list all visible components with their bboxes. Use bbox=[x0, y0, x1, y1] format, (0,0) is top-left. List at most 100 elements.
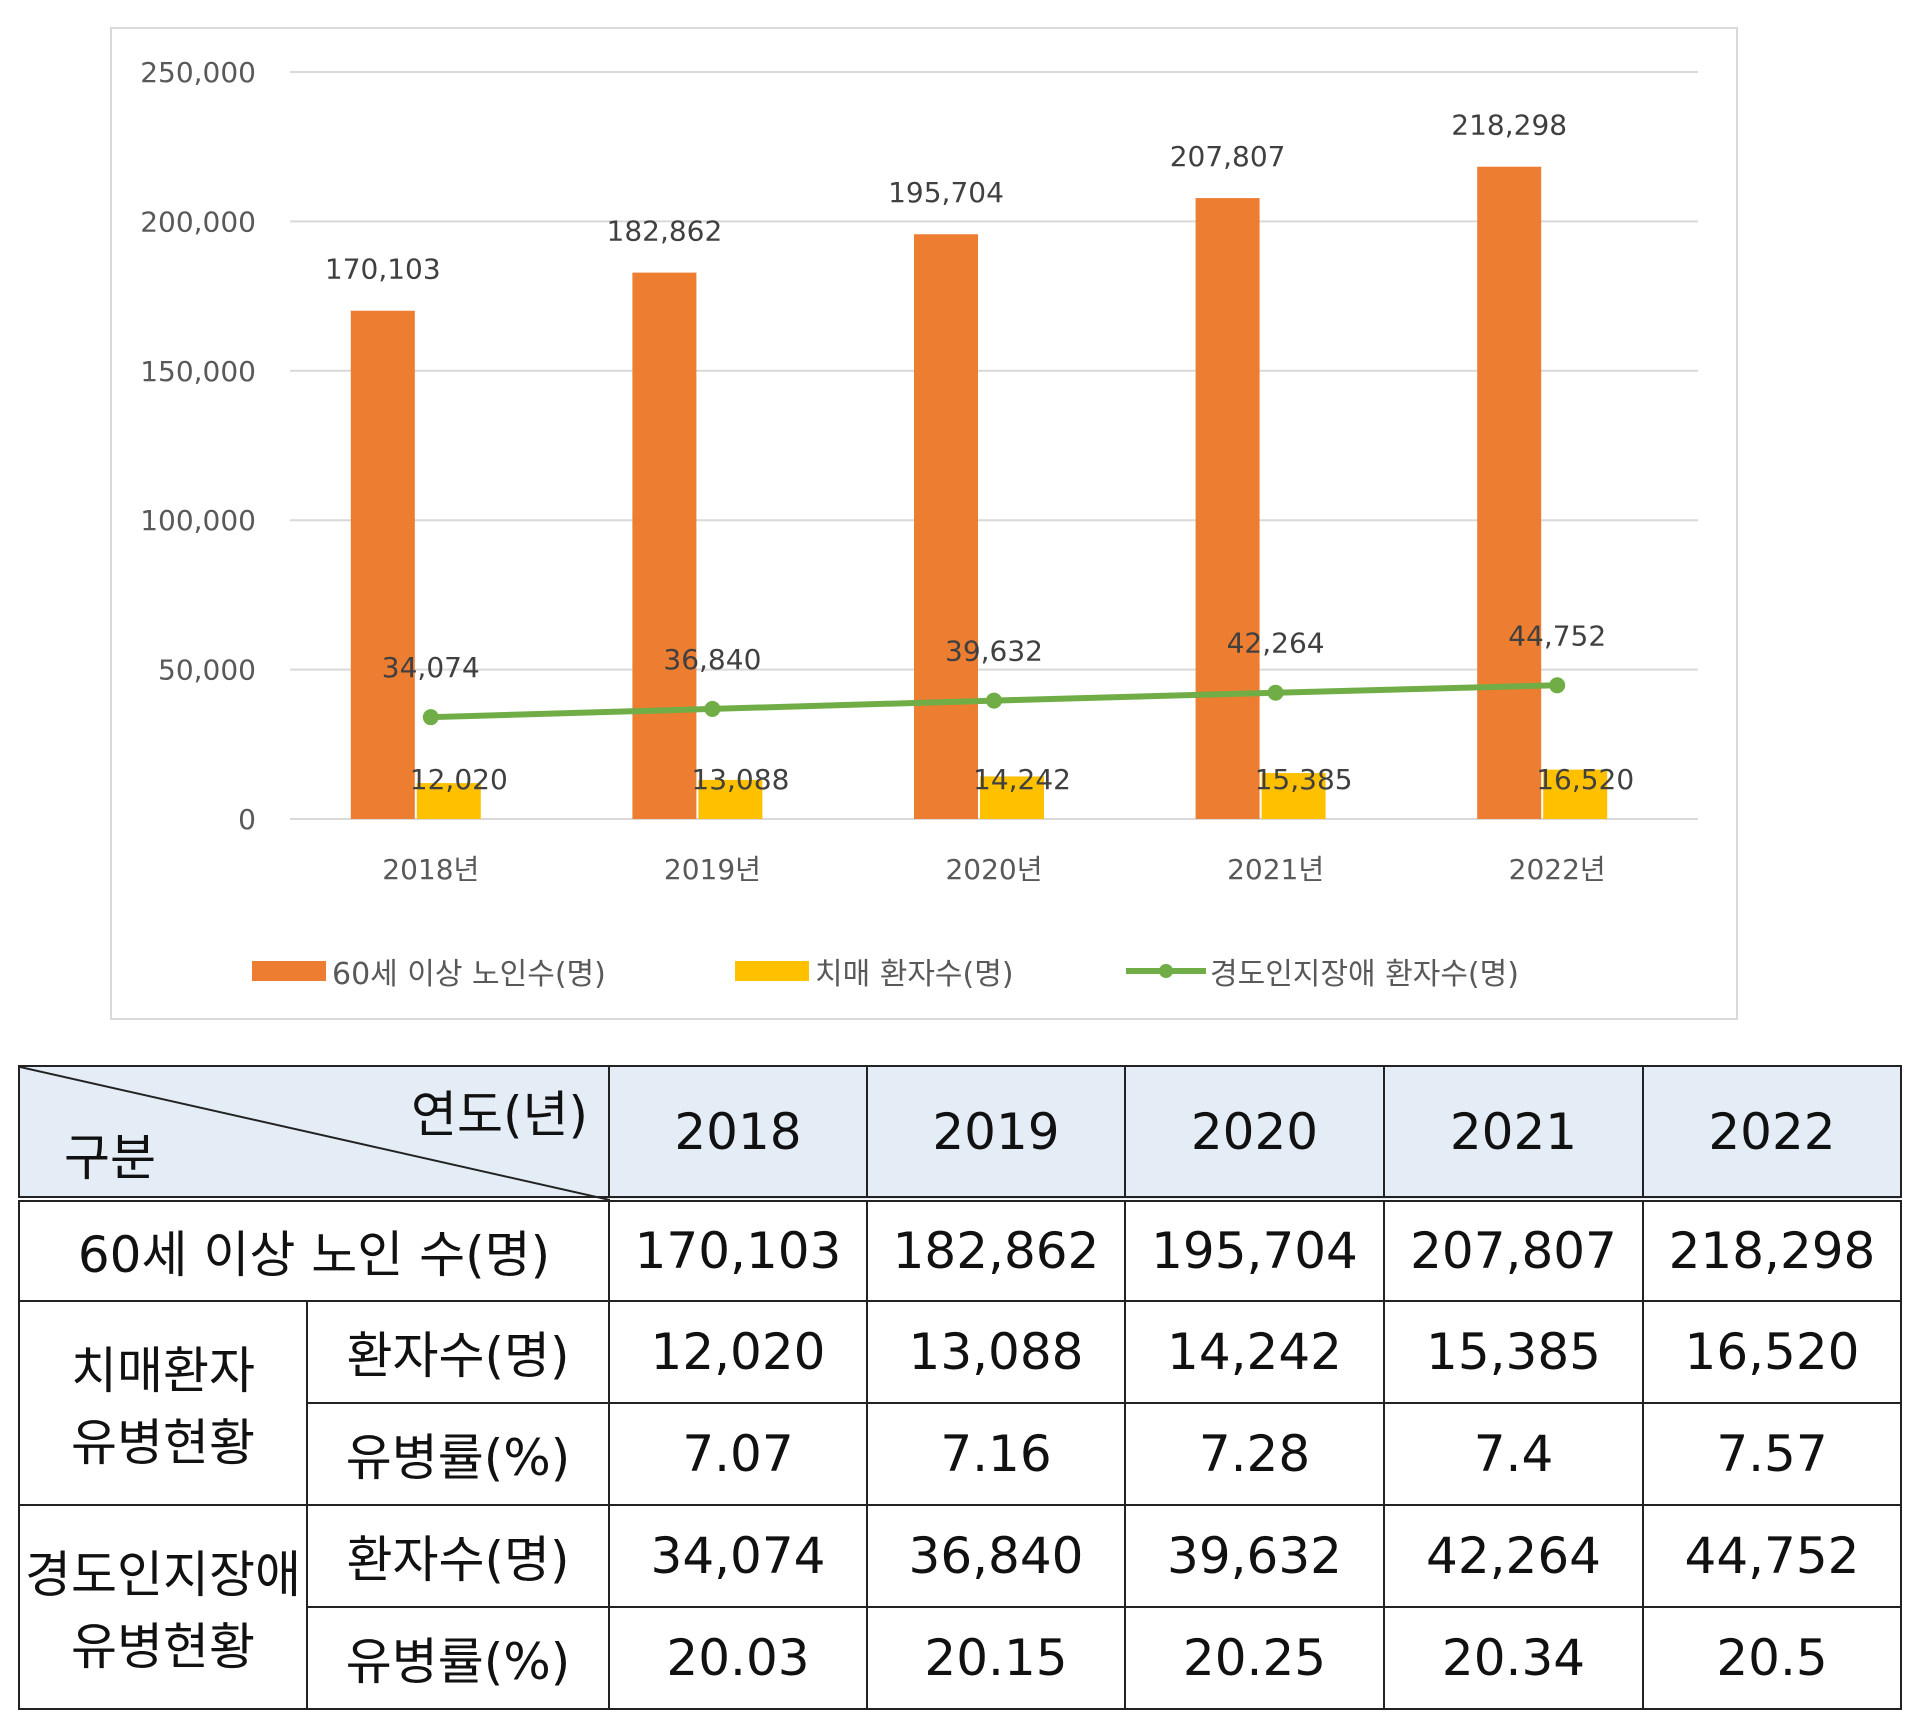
bar-elderly bbox=[350, 310, 415, 819]
cell: 16,520 bbox=[1642, 1300, 1902, 1404]
cell: 39,632 bbox=[1124, 1504, 1385, 1608]
data-label: 34,074 bbox=[382, 651, 480, 684]
cell: 13,088 bbox=[866, 1300, 1126, 1404]
year-header: 2018 bbox=[608, 1065, 868, 1202]
legend-swatch bbox=[252, 961, 326, 981]
legend-item-elderly: 60세 이상 노인수(명) bbox=[252, 949, 606, 993]
table-row: 유병률(%) 7.07 7.16 7.28 7.4 7.57 bbox=[19, 1402, 1902, 1506]
cell: 20.5 bbox=[1642, 1606, 1902, 1710]
line-point bbox=[1549, 677, 1566, 694]
cell: 7.07 bbox=[608, 1402, 868, 1506]
cell: 20.25 bbox=[1124, 1606, 1385, 1710]
x-tick-label: 2022년 bbox=[1509, 853, 1606, 886]
cell: 20.15 bbox=[866, 1606, 1126, 1710]
group-label-line: 유병현황 bbox=[71, 1414, 255, 1472]
cell: 14,242 bbox=[1124, 1300, 1385, 1404]
legend-label: 경도인지장애 환자수(명) bbox=[1210, 957, 1519, 992]
data-label: 170,103 bbox=[325, 253, 441, 286]
cell: 20.34 bbox=[1383, 1606, 1644, 1710]
bar-dementia bbox=[416, 783, 481, 819]
row-label: 60세 이상 노인 수(명) bbox=[18, 1198, 610, 1302]
x-tick-label: 2019년 bbox=[664, 853, 761, 886]
data-label: 13,088 bbox=[691, 763, 789, 796]
x-tick-label: 2020년 bbox=[945, 853, 1042, 886]
cell: 182,862 bbox=[866, 1198, 1126, 1302]
line-point bbox=[422, 709, 439, 726]
legend-line-marker bbox=[1126, 964, 1206, 978]
year-header: 2022 bbox=[1642, 1065, 1902, 1202]
bar-dementia bbox=[1543, 769, 1608, 819]
data-label: 12,020 bbox=[410, 763, 508, 796]
corner-category-label: 구분 bbox=[64, 1129, 156, 1187]
group-label-line: 유병현황 bbox=[71, 1618, 255, 1676]
year-header: 2020 bbox=[1124, 1065, 1385, 1202]
cell: 7.28 bbox=[1124, 1402, 1385, 1506]
data-label: 195,704 bbox=[888, 176, 1004, 209]
row-label: 유병률(%) bbox=[306, 1402, 610, 1506]
chart: 0 50,000 100,000 150,000 200,000 250,000 2018년… bbox=[110, 27, 1738, 1020]
cell: 15,385 bbox=[1383, 1300, 1644, 1404]
table-row: 유병률(%) 20.03 20.15 20.25 20.34 20.5 bbox=[19, 1606, 1902, 1710]
data-label: 15,385 bbox=[1255, 763, 1353, 796]
legend-swatch bbox=[735, 961, 809, 981]
cell: 44,752 bbox=[1642, 1504, 1902, 1608]
cell: 195,704 bbox=[1124, 1198, 1385, 1302]
bar-elderly bbox=[632, 272, 697, 819]
data-label: 44,752 bbox=[1508, 619, 1606, 652]
group-label-line: 치매환자 bbox=[71, 1342, 255, 1400]
data-label: 39,632 bbox=[945, 635, 1043, 668]
cell: 7.4 bbox=[1383, 1402, 1644, 1506]
data-label: 36,840 bbox=[663, 643, 761, 676]
table-row: 60세 이상 노인 수(명) 170,103 182,862 195,704 2… bbox=[18, 1198, 1902, 1302]
data-label: 207,807 bbox=[1170, 140, 1286, 173]
chart-plot: 0 50,000 100,000 150,000 200,000 250,000 2018년… bbox=[140, 56, 1698, 886]
data-label: 14,242 bbox=[973, 763, 1071, 796]
cell: 34,074 bbox=[608, 1504, 868, 1608]
y-tick-label: 0 bbox=[238, 803, 256, 836]
data-label: 42,264 bbox=[1227, 627, 1325, 660]
cell: 20.03 bbox=[608, 1606, 868, 1710]
cell: 7.57 bbox=[1642, 1402, 1902, 1506]
cell: 218,298 bbox=[1642, 1198, 1902, 1302]
bar-elderly bbox=[1477, 166, 1542, 819]
group-label-line: 경도인지장애 bbox=[25, 1546, 301, 1604]
year-header: 2019 bbox=[866, 1065, 1126, 1202]
y-tick-label: 100,000 bbox=[140, 504, 256, 537]
cell: 12,020 bbox=[608, 1300, 868, 1404]
bar-dementia bbox=[980, 776, 1044, 819]
bar-dementia bbox=[698, 779, 763, 819]
corner-cell: 연도(년) 구분 bbox=[18, 1065, 610, 1202]
cell: 7.16 bbox=[866, 1402, 1126, 1506]
line-point bbox=[986, 692, 1002, 709]
legend-item-dementia: 치매 환자수(명) bbox=[735, 949, 1014, 993]
cell: 207,807 bbox=[1383, 1198, 1644, 1302]
line-point bbox=[1267, 684, 1284, 701]
cell: 36,840 bbox=[866, 1504, 1126, 1608]
row-label: 환자수(명) bbox=[306, 1504, 610, 1608]
data-table: 연도(년) 구분 2018 2019 2020 2021 2022 60세 이상… bbox=[18, 1065, 1902, 1710]
row-label: 유병률(%) bbox=[306, 1606, 610, 1710]
bar-elderly bbox=[914, 234, 978, 819]
legend-label: 60세 이상 노인수(명) bbox=[332, 957, 606, 992]
row-label: 환자수(명) bbox=[306, 1300, 610, 1404]
legend-label: 치매 환자수(명) bbox=[815, 957, 1014, 992]
data-label: 218,298 bbox=[1451, 109, 1567, 142]
diagonal-line bbox=[20, 1067, 610, 1200]
cell: 42,264 bbox=[1383, 1504, 1644, 1608]
line-point bbox=[704, 700, 721, 717]
data-label: 182,862 bbox=[607, 215, 723, 248]
bar-dementia bbox=[1261, 773, 1326, 819]
y-tick-label: 50,000 bbox=[158, 654, 256, 687]
corner-year-label: 연도(년) bbox=[410, 1086, 588, 1144]
header-row: 연도(년) 구분 2018 2019 2020 2021 2022 bbox=[18, 1065, 1902, 1202]
y-tick-label: 150,000 bbox=[140, 355, 256, 388]
legend-item-mci: 경도인지장애 환자수(명) bbox=[1126, 949, 1519, 993]
year-header: 2021 bbox=[1383, 1065, 1644, 1202]
x-tick-label: 2021년 bbox=[1227, 853, 1324, 886]
y-tick-label: 200,000 bbox=[140, 205, 256, 238]
x-tick-label: 2018년 bbox=[382, 853, 479, 886]
